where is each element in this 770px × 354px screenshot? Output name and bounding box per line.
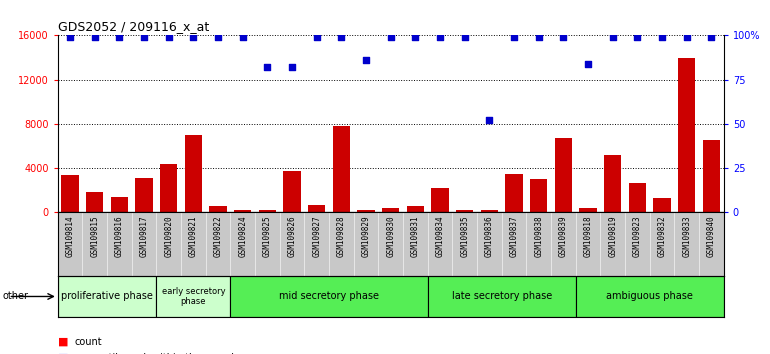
Bar	[111, 197, 128, 212]
Text: GSM109835: GSM109835	[460, 216, 469, 257]
Point	[360, 57, 372, 63]
Text: GSM109819: GSM109819	[608, 216, 618, 257]
Text: GSM109817: GSM109817	[139, 216, 149, 257]
Text: GSM109815: GSM109815	[90, 216, 99, 257]
Text: GSM109831: GSM109831	[411, 216, 420, 257]
Bar	[230, 276, 428, 317]
Point	[459, 34, 471, 40]
Text: GSM109822: GSM109822	[213, 216, 223, 257]
Point	[236, 34, 249, 40]
Bar	[283, 171, 301, 212]
Point	[187, 34, 199, 40]
Text: GSM109826: GSM109826	[288, 216, 296, 257]
Text: GSM109814: GSM109814	[65, 216, 75, 257]
Text: GSM109833: GSM109833	[682, 216, 691, 257]
Text: GSM109830: GSM109830	[387, 216, 395, 257]
Point	[89, 34, 101, 40]
Text: GSM109832: GSM109832	[658, 216, 667, 257]
Point	[508, 34, 521, 40]
Text: GSM109825: GSM109825	[263, 216, 272, 257]
Text: GSM109820: GSM109820	[164, 216, 173, 257]
Text: late secretory phase: late secretory phase	[452, 291, 552, 302]
Bar	[333, 126, 350, 212]
Text: GSM109828: GSM109828	[337, 216, 346, 257]
Point	[64, 34, 76, 40]
Bar	[678, 57, 695, 212]
Point	[607, 34, 619, 40]
Text: ■: ■	[58, 353, 69, 354]
Text: other: other	[2, 291, 28, 302]
Text: GSM109829: GSM109829	[362, 216, 370, 257]
Text: GSM109824: GSM109824	[238, 216, 247, 257]
Text: GSM109818: GSM109818	[584, 216, 593, 257]
Point	[656, 34, 668, 40]
Point	[557, 34, 570, 40]
Text: GSM109821: GSM109821	[189, 216, 198, 257]
Point	[384, 34, 397, 40]
Bar	[86, 193, 103, 212]
Text: GSM109840: GSM109840	[707, 216, 716, 257]
Text: early secretory
phase: early secretory phase	[162, 287, 226, 306]
Text: proliferative phase: proliferative phase	[61, 291, 153, 302]
Bar	[505, 174, 523, 212]
Point	[261, 64, 273, 70]
Point	[113, 34, 126, 40]
Point	[434, 34, 447, 40]
Point	[705, 34, 718, 40]
Bar	[62, 175, 79, 212]
Bar	[555, 138, 572, 212]
Bar	[160, 164, 177, 212]
Point	[582, 61, 594, 67]
Bar	[357, 210, 375, 212]
Text: ambiguous phase: ambiguous phase	[606, 291, 693, 302]
Point	[212, 34, 224, 40]
Bar	[58, 276, 156, 317]
Text: GSM109839: GSM109839	[559, 216, 568, 257]
Text: mid secretory phase: mid secretory phase	[279, 291, 379, 302]
Bar	[604, 155, 621, 212]
Text: GSM109823: GSM109823	[633, 216, 642, 257]
Point	[162, 34, 175, 40]
Bar	[136, 178, 152, 212]
Text: GSM109837: GSM109837	[510, 216, 519, 257]
Text: GSM109834: GSM109834	[436, 216, 444, 257]
Text: count: count	[75, 337, 102, 347]
Point	[484, 118, 496, 123]
Bar	[234, 210, 251, 212]
Bar	[654, 198, 671, 212]
Point	[335, 34, 347, 40]
Point	[631, 34, 644, 40]
Text: GDS2052 / 209116_x_at: GDS2052 / 209116_x_at	[58, 20, 209, 33]
Point	[310, 34, 323, 40]
Point	[533, 34, 545, 40]
Bar	[431, 188, 449, 212]
Text: GSM109827: GSM109827	[313, 216, 321, 257]
Point	[410, 34, 422, 40]
Bar	[156, 276, 230, 317]
Bar	[407, 206, 424, 212]
Bar	[185, 135, 202, 212]
Point	[681, 34, 693, 40]
Point	[286, 64, 298, 70]
Bar	[209, 206, 226, 212]
Bar	[456, 210, 474, 212]
Bar	[576, 276, 724, 317]
Text: GSM109816: GSM109816	[115, 216, 124, 257]
Bar	[531, 179, 547, 212]
Bar	[259, 210, 276, 212]
Text: GSM109838: GSM109838	[534, 216, 544, 257]
Bar	[629, 183, 646, 212]
Bar	[382, 208, 400, 212]
Point	[138, 34, 150, 40]
Bar	[428, 276, 576, 317]
Text: GSM109836: GSM109836	[485, 216, 494, 257]
Bar	[703, 141, 720, 212]
Text: percentile rank within the sample: percentile rank within the sample	[75, 353, 239, 354]
Bar	[308, 205, 326, 212]
Bar	[580, 208, 597, 212]
Text: ■: ■	[58, 337, 69, 347]
Bar	[480, 210, 498, 212]
